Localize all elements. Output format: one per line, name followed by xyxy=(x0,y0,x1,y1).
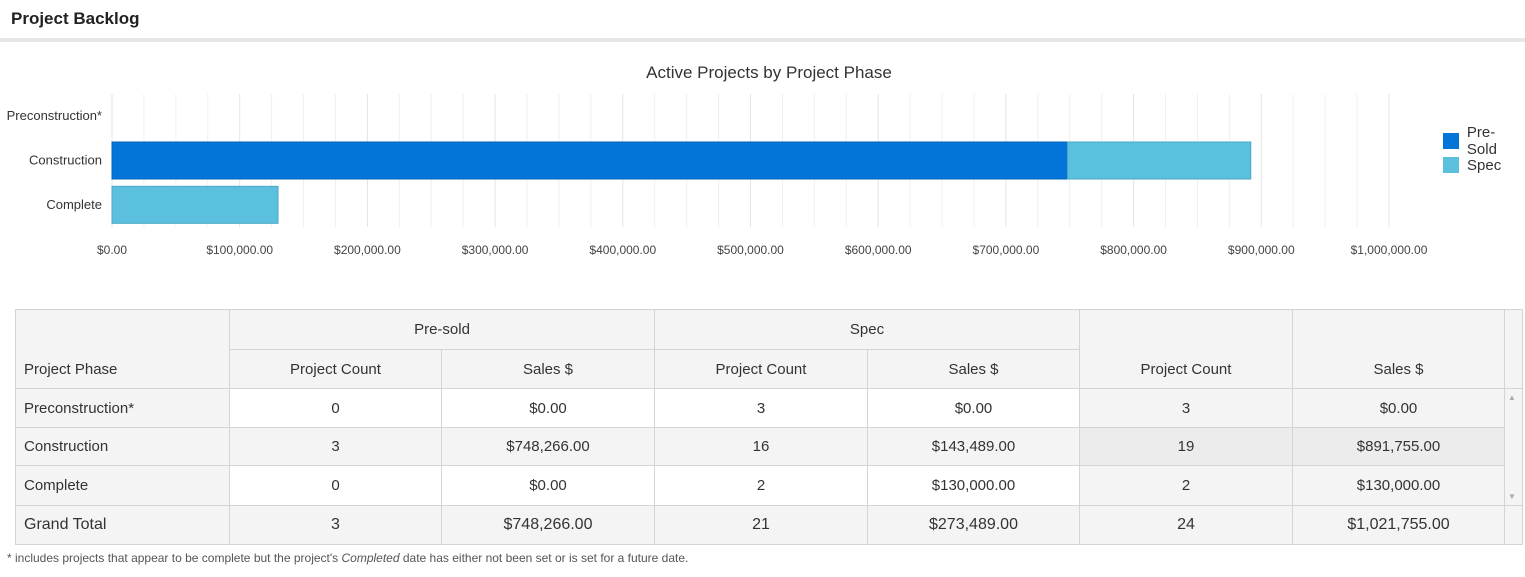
table-scrollbar[interactable]: ▲ ▼ xyxy=(1504,388,1523,506)
backlog-table: Project Phase Pre-sold Spec Project Coun… xyxy=(15,309,1523,545)
bar-spec-construction[interactable] xyxy=(1067,141,1252,180)
grand-total-sales: $1,021,755.00 xyxy=(1292,505,1505,545)
footnote-text-end: date has either not been set or is set f… xyxy=(399,551,689,565)
col-header-project-phase[interactable]: Project Phase xyxy=(15,309,230,389)
cell-total-sales: $130,000.00 xyxy=(1292,465,1505,506)
col-header-pre-sales[interactable]: Sales $ xyxy=(441,349,655,389)
legend-item-pre-sold[interactable]: Pre-Sold xyxy=(1443,124,1525,158)
x-tick-label: $700,000.00 xyxy=(973,243,1040,257)
page-title: Project Backlog xyxy=(11,9,140,28)
cell-pre-sales: $748,266.00 xyxy=(441,427,655,466)
col-header-spec-sales[interactable]: Sales $ xyxy=(867,349,1080,389)
x-tick-label: $0.00 xyxy=(97,243,127,257)
grand-total-pre-sales: $748,266.00 xyxy=(441,505,655,545)
cell-total-sales: $0.00 xyxy=(1292,388,1505,428)
cell-pre-sales: $0.00 xyxy=(441,465,655,506)
active-projects-chart: Active Projects by Project Phase Precons… xyxy=(7,63,1428,257)
cell-pre-count: 3 xyxy=(229,427,442,466)
cell-spec-sales: $143,489.00 xyxy=(867,427,1080,466)
x-tick-label: $300,000.00 xyxy=(462,243,529,257)
y-tick-label: Preconstruction* xyxy=(7,108,102,123)
grand-total-spec-sales: $273,489.00 xyxy=(867,505,1080,545)
cell-spec-count: 16 xyxy=(654,427,868,466)
cell-spec-count: 3 xyxy=(654,388,868,428)
x-tick-label: $400,000.00 xyxy=(589,243,656,257)
table-row: Construction 3 $748,266.00 16 $143,489.0… xyxy=(15,427,1523,466)
legend-item-spec[interactable]: Spec xyxy=(1443,153,1525,177)
chart-legend: Pre-Sold Spec xyxy=(1443,124,1525,177)
bar-pre-sold-construction[interactable] xyxy=(111,141,1069,180)
row-phase: Complete xyxy=(15,465,230,506)
cell-pre-count: 0 xyxy=(229,465,442,506)
footnote-emphasis: Completed xyxy=(341,551,400,565)
col-header-spec-count[interactable]: Project Count xyxy=(654,349,868,389)
col-header-total-count[interactable]: Project Count xyxy=(1079,309,1293,389)
legend-label-pre-sold: Pre-Sold xyxy=(1466,124,1497,158)
x-tick-label: $100,000.00 xyxy=(206,243,273,257)
y-tick-label: Complete xyxy=(46,197,102,212)
legend-swatch-pre-sold xyxy=(1443,133,1459,149)
bar-spec-complete[interactable] xyxy=(111,185,279,224)
col-header-total-sales[interactable]: Sales $ xyxy=(1292,309,1505,389)
grand-total-count: 24 xyxy=(1079,505,1293,545)
cell-total-sales: $891,755.00 xyxy=(1292,427,1505,466)
group-header-spec: Spec xyxy=(654,309,1080,350)
chart-title: Active Projects by Project Phase xyxy=(646,63,892,82)
header-scroll-spacer xyxy=(1504,309,1523,389)
col-header-pre-count[interactable]: Project Count xyxy=(229,349,442,389)
cell-total-count: 3 xyxy=(1079,388,1293,428)
x-tick-label: $900,000.00 xyxy=(1228,243,1295,257)
cell-total-count: 19 xyxy=(1079,427,1293,466)
row-phase: Preconstruction* xyxy=(15,388,230,428)
x-tick-label: $800,000.00 xyxy=(1100,243,1167,257)
legend-label-spec: Spec xyxy=(1467,156,1502,174)
cell-spec-count: 2 xyxy=(654,465,868,506)
cell-total-count: 2 xyxy=(1079,465,1293,506)
footer-scroll-spacer xyxy=(1504,505,1523,545)
legend-swatch-spec xyxy=(1443,157,1459,173)
group-header-pre-sold: Pre-sold xyxy=(229,309,655,350)
scroll-up-icon[interactable]: ▲ xyxy=(1508,393,1516,402)
page-header: Project Backlog xyxy=(0,0,1525,42)
grand-total-row: Grand Total 3 $748,266.00 21 $273,489.00… xyxy=(15,505,1523,545)
x-tick-label: $500,000.00 xyxy=(717,243,784,257)
table-row: Complete 0 $0.00 2 $130,000.00 2 $130,00… xyxy=(15,465,1523,506)
x-tick-label: $600,000.00 xyxy=(845,243,912,257)
grand-total-pre-count: 3 xyxy=(229,505,442,545)
y-tick-label: Construction xyxy=(29,153,102,168)
cell-spec-sales: $0.00 xyxy=(867,388,1080,428)
footnote: * includes projects that appear to be co… xyxy=(7,551,688,565)
row-phase: Construction xyxy=(15,427,230,466)
x-tick-label: $200,000.00 xyxy=(334,243,401,257)
cell-spec-sales: $130,000.00 xyxy=(867,465,1080,506)
footnote-text-start: * includes projects that appear to be co… xyxy=(7,551,342,565)
cell-pre-count: 0 xyxy=(229,388,442,428)
x-tick-label: $1,000,000.00 xyxy=(1351,243,1428,257)
table-row: Preconstruction* 0 $0.00 3 $0.00 3 $0.00… xyxy=(15,388,1523,506)
scroll-down-icon[interactable]: ▼ xyxy=(1508,492,1516,501)
cell-pre-sales: $0.00 xyxy=(441,388,655,428)
grand-total-spec-count: 21 xyxy=(654,505,868,545)
grand-total-label: Grand Total xyxy=(15,505,230,545)
